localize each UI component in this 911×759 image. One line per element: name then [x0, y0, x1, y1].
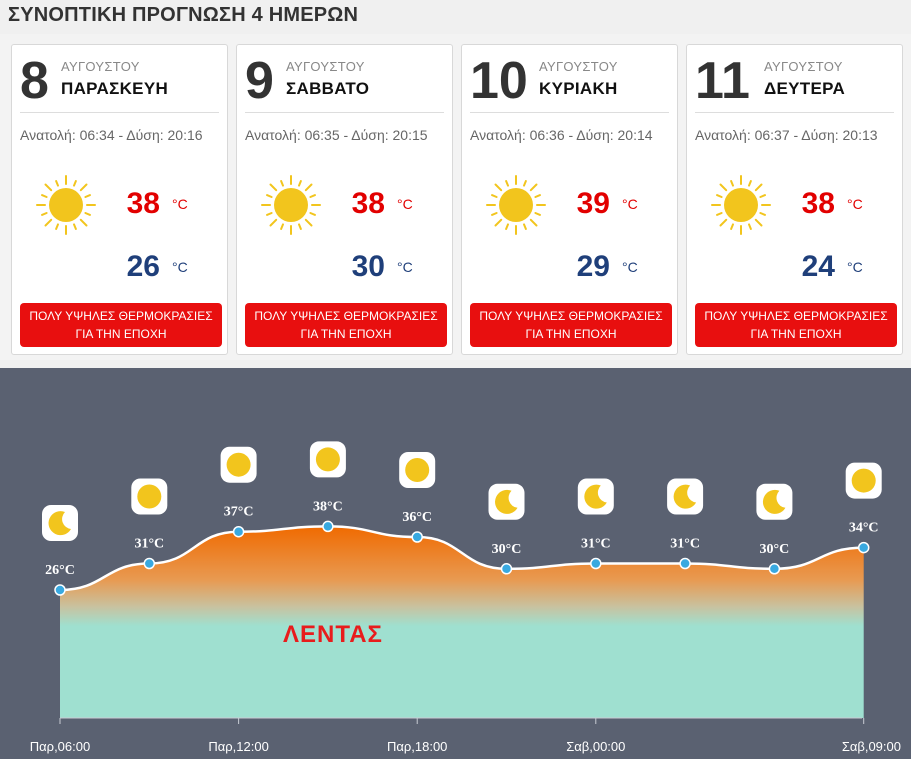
max-temperature: 39: [576, 187, 610, 220]
data-point: [590, 557, 602, 570]
data-label: 37°C: [224, 505, 254, 520]
data-point: [500, 563, 513, 575]
data-label: 34°C: [849, 521, 879, 536]
data-point: [322, 520, 334, 533]
sun-icon: [34, 173, 98, 237]
max-temperature: 38: [801, 187, 835, 220]
heat-warning: ΠΟΛΥ ΥΨΗΛΕΣ ΘΕΡΜΟΚΡΑΣΙΕΣ ΓΙΑ ΤΗΝ ΕΠΟΧΗ: [470, 303, 672, 347]
month-label: ΑΥΓΟΥΣΤΟΥ: [286, 59, 365, 74]
data-point: [232, 525, 245, 538]
sun-icon: [845, 462, 882, 499]
data-label: 26°C: [45, 563, 75, 578]
sun-icon: [259, 173, 323, 237]
day-card: 11 ΑΥΓΟΥΣΤΟΥ ΔΕΥΤΕΡΑ Ανατολή: 06:37 - Δύση:…: [686, 44, 903, 355]
max-unit: °C: [397, 196, 413, 212]
sun-icon: [131, 478, 168, 515]
weekday-label: ΣΑΒΒΑΤΟ: [286, 79, 370, 98]
sunrise-sunset: Ανατολή: 06:34 - Δύση: 20:16: [20, 127, 203, 143]
x-tick-label: Παρ,18:00: [387, 739, 447, 754]
data-label: 30°C: [760, 542, 790, 557]
day-card: 9 ΑΥΓΟΥΣΤΟΥ ΣΑΒΒΑΤΟ Ανατολή: 06:35 - Δύση: …: [236, 44, 453, 355]
x-tick-label: Σαβ,09:00: [842, 739, 901, 754]
day-number: 8: [20, 52, 49, 110]
x-tick-label: Σαβ,00:00: [566, 739, 625, 754]
data-point: [54, 584, 66, 596]
heat-warning: ΠΟΛΥ ΥΨΗΛΕΣ ΘΕΡΜΟΚΡΑΣΙΕΣ ΓΙΑ ΤΗΝ ΕΠΟΧΗ: [20, 303, 222, 347]
moon-icon: [577, 478, 614, 515]
sun-icon: [709, 173, 773, 237]
data-point: [857, 541, 870, 554]
min-unit: °C: [847, 259, 863, 275]
weekday-label: ΠΑΡΑΣΚΕΥΗ: [61, 79, 169, 98]
heat-warning: ΠΟΛΥ ΥΨΗΛΕΣ ΘΕΡΜΟΚΡΑΣΙΕΣ ΓΙΑ ΤΗΝ ΕΠΟΧΗ: [245, 303, 447, 347]
sunrise-sunset: Ανατολή: 06:37 - Δύση: 20:13: [695, 127, 878, 143]
month-label: ΑΥΓΟΥΣΤΟΥ: [764, 59, 843, 74]
divider: [20, 112, 219, 113]
sunrise-sunset: Ανατολή: 06:35 - Δύση: 20:15: [245, 127, 428, 143]
location-name: ΛΕΝΤΑΣ: [283, 621, 383, 648]
page-title: ΣΥΝΟΠΤΙΚΗ ΠΡΟΓΝΩΣΗ 4 ΗΜΕΡΩΝ: [8, 4, 359, 26]
data-label: 36°C: [402, 510, 432, 525]
data-point: [768, 563, 781, 575]
data-label: 31°C: [581, 537, 611, 552]
x-tick-label: Παρ,12:00: [208, 739, 268, 754]
x-tick-label: Παρ,06:00: [30, 739, 90, 754]
max-temperature: 38: [351, 187, 385, 220]
data-point: [143, 557, 156, 570]
hourly-chart: Παρ,06:00 Παρ,12:00 Παρ,18:00 Σαβ,00:00 Σαβ,…: [0, 368, 911, 759]
divider: [695, 112, 894, 113]
data-point: [679, 557, 691, 570]
sun-icon: [220, 446, 257, 483]
weekday-label: ΚΥΡΙΑΚΗ: [539, 79, 618, 98]
moon-icon: [42, 505, 78, 541]
divider: [245, 112, 444, 113]
weekday-label: ΔΕΥΤΕΡΑ: [764, 79, 846, 98]
hourly-chart-svg: Παρ,06:00 Παρ,12:00 Παρ,18:00 Σαβ,00:00 Σαβ,…: [30, 441, 901, 754]
day-number: 11: [695, 52, 750, 110]
moon-icon: [756, 483, 793, 520]
moon-icon: [667, 478, 704, 515]
min-unit: °C: [172, 259, 188, 275]
sun-icon: [309, 441, 346, 478]
max-unit: °C: [622, 196, 638, 212]
divider: [470, 112, 669, 113]
temperature-line: [59, 525, 864, 592]
min-temperature: 24: [801, 250, 835, 283]
sun-icon: [484, 173, 548, 237]
data-label: 38°C: [313, 499, 343, 514]
data-point: [411, 531, 423, 543]
sun-icon: [399, 452, 436, 488]
min-temperature: 30: [351, 250, 385, 283]
min-temperature: 29: [576, 250, 610, 283]
min-unit: °C: [622, 259, 638, 275]
heat-warning: ΠΟΛΥ ΥΨΗΛΕΣ ΘΕΡΜΟΚΡΑΣΙΕΣ ΓΙΑ ΤΗΝ ΕΠΟΧΗ: [695, 303, 897, 347]
data-label: 30°C: [492, 542, 522, 557]
day-number: 10: [470, 52, 528, 110]
day-card: 10 ΑΥΓΟΥΣΤΟΥ ΚΥΡΙΑΚΗ Ανατολή: 06:36 - Δύση:…: [461, 44, 678, 355]
data-label: 31°C: [670, 537, 700, 552]
temperature-area: [60, 526, 864, 718]
max-temperature: 38: [126, 187, 160, 220]
day-number: 9: [245, 52, 274, 110]
sunrise-sunset: Ανατολή: 06:36 - Δύση: 20:14: [470, 127, 653, 143]
min-unit: °C: [397, 259, 413, 275]
month-label: ΑΥΓΟΥΣΤΟΥ: [61, 59, 140, 74]
max-unit: °C: [172, 196, 188, 212]
day-card: 8 ΑΥΓΟΥΣΤΟΥ ΠΑΡΑΣΚΕΥΗ Ανατολή: 06:34 - Δύση…: [11, 44, 228, 355]
data-label: 31°C: [134, 537, 164, 552]
month-label: ΑΥΓΟΥΣΤΟΥ: [539, 59, 618, 74]
max-unit: °C: [847, 196, 863, 212]
moon-icon: [488, 483, 525, 520]
min-temperature: 26: [126, 250, 160, 283]
